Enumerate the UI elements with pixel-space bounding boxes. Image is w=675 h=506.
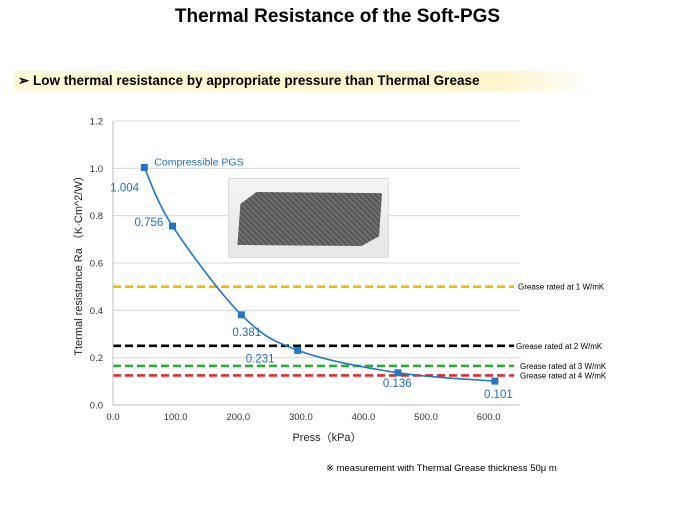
data-point (491, 377, 499, 385)
pgs-sheet-plate (237, 192, 382, 246)
y-tick-label: 1.0 (90, 164, 103, 175)
y-tick-label: 0.6 (90, 259, 103, 270)
grease-reference-lines: Grease rated at 1 W/mK Grease rated at 2 … (113, 283, 607, 380)
data-point (237, 311, 245, 319)
data-label: 0.231 (246, 353, 275, 365)
footnote: ※ measurement with Thermal Grease thickn… (326, 463, 557, 474)
data-point (394, 369, 402, 377)
data-label: 0.381 (232, 327, 261, 339)
page-title: Thermal Resistance of the Soft-PGS (174, 6, 501, 27)
x-axis-label: Press（kPa） (292, 431, 361, 444)
grease-reference-label: Grease rated at 1 W/mK (518, 283, 605, 292)
data-point (140, 163, 148, 171)
grease-reference-label: Grease rated at 2 W/mK (516, 342, 603, 351)
x-tick-label: 400.0 (352, 412, 376, 423)
grease-reference-label: Grease rated at 3 W/mK (520, 362, 607, 371)
chart-series: 1.004 0.756 0.381 0.231 0.136 0.101 Compressib… (110, 156, 512, 401)
pgs-sheet-photo-icon (228, 178, 389, 258)
data-label: 0.101 (484, 389, 513, 401)
y-tick-label: 0.4 (90, 306, 103, 317)
x-tick-label: 100.0 (164, 412, 188, 423)
grease-reference-label: Grease rated at 4 W/mK (520, 371, 607, 380)
bullet-point: ➢ Low thermal resistance by appropriate … (14, 71, 590, 91)
x-tick-label: 200.0 (226, 412, 250, 423)
x-tick-label: 500.0 (414, 412, 438, 423)
y-tick-label: 0.0 (90, 401, 103, 412)
data-label: 0.136 (383, 378, 412, 390)
chart-axes: 0.0 0.2 0.4 0.6 0.8 1.0 1.2 0.0 100.0 200.0 300.0 4… (90, 117, 520, 423)
data-label: 1.004 (110, 182, 139, 194)
x-tick-label: 600.0 (477, 412, 501, 423)
data-label: 0.756 (134, 217, 163, 229)
series-name-label: Compressible PGS (154, 156, 243, 168)
y-tick-label: 0.2 (90, 353, 103, 364)
y-axis-label: Ttermal resistance Ra （K·Cm^2/W） (72, 170, 85, 355)
y-tick-label: 1.2 (90, 117, 103, 128)
data-point (168, 222, 176, 230)
x-tick-label: 0.0 (106, 412, 119, 423)
data-point (294, 346, 302, 354)
y-tick-label: 0.8 (90, 211, 103, 222)
x-tick-label: 300.0 (289, 412, 313, 423)
